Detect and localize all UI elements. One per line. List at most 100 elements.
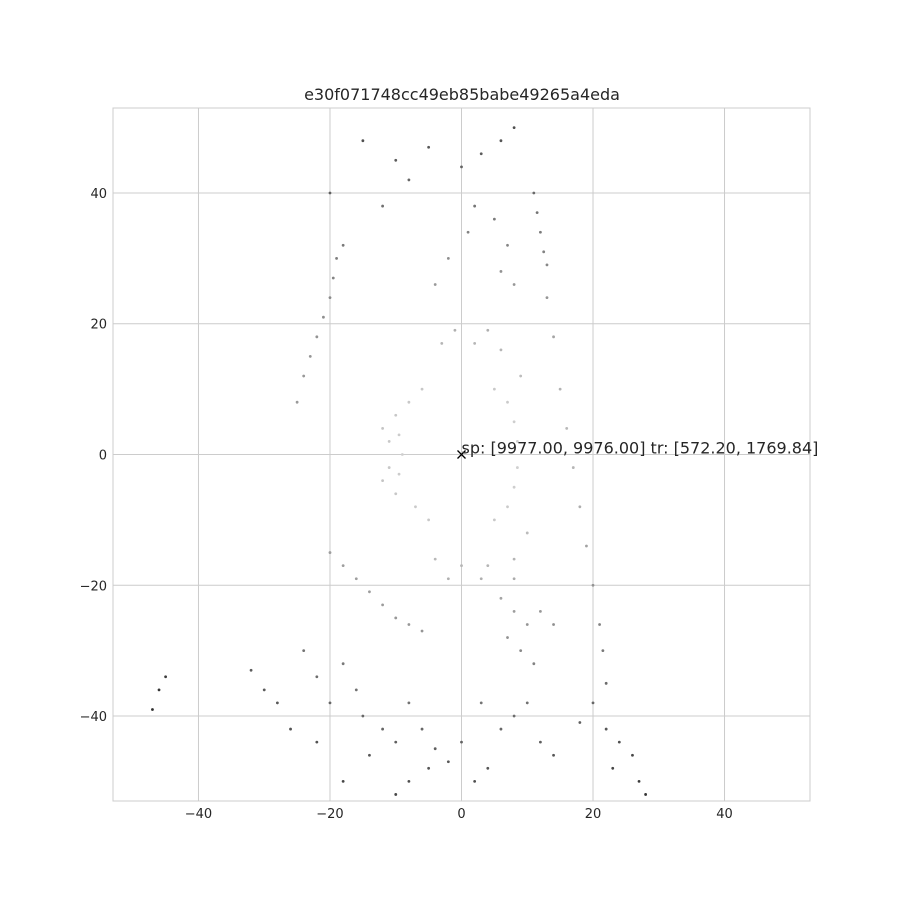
lidar-point xyxy=(394,413,398,417)
lidar-point xyxy=(249,668,253,672)
lidar-point xyxy=(506,505,509,509)
lidar-point xyxy=(394,158,398,162)
lidar-point xyxy=(552,335,555,339)
lidar-point xyxy=(407,779,411,783)
y-axis-ticks: −40 −20 0 20 40 xyxy=(80,187,107,725)
lidar-point xyxy=(420,629,424,633)
lidar-point xyxy=(414,505,417,509)
lidar-point xyxy=(164,675,168,679)
lidar-point xyxy=(519,649,523,653)
x-tick-label: −20 xyxy=(316,807,343,822)
lidar-point xyxy=(512,485,516,489)
lidar-point xyxy=(552,623,555,626)
lidar-point xyxy=(341,779,345,783)
lidar-point xyxy=(341,243,345,247)
y-tick-label: −20 xyxy=(80,579,107,594)
lidar-point xyxy=(631,753,634,757)
y-tick-label: −40 xyxy=(80,710,107,725)
lidar-point xyxy=(598,623,601,626)
lidar-point xyxy=(578,721,582,724)
ego-marker: sp: [9977.00, 9976.00] tr: [572.20, 1769… xyxy=(457,439,818,459)
lidar-point xyxy=(275,701,279,705)
x-tick-label: 40 xyxy=(716,807,733,822)
lidar-point xyxy=(512,557,516,561)
lidar-point xyxy=(473,341,477,345)
lidar-point xyxy=(394,793,398,796)
lidar-point xyxy=(315,675,319,679)
lidar-point xyxy=(565,426,569,430)
lidar-point xyxy=(157,688,161,692)
lidar-point xyxy=(466,230,470,234)
lidar-point xyxy=(387,440,391,443)
lidar-point xyxy=(499,596,503,600)
lidar-point xyxy=(525,531,529,535)
lidar-point xyxy=(552,753,555,757)
lidar-point xyxy=(585,544,588,548)
lidar-point xyxy=(407,623,411,626)
lidar-point xyxy=(328,296,332,299)
lidar-point xyxy=(473,779,477,783)
lidar-point xyxy=(322,315,325,319)
lidar-point xyxy=(394,492,398,496)
lidar-point xyxy=(328,191,332,195)
lidar-point xyxy=(617,740,621,744)
lidar-point xyxy=(368,590,371,594)
lidar-point xyxy=(368,753,371,757)
lidar-point xyxy=(328,701,332,705)
lidar-points xyxy=(151,126,648,796)
chart-title: e30f071748cc49eb85babe49265a4eda xyxy=(304,85,620,104)
y-tick-label: 20 xyxy=(90,318,107,333)
lidar-point xyxy=(381,204,384,208)
lidar-point xyxy=(499,348,503,352)
lidar-point xyxy=(515,440,519,443)
lidar-point xyxy=(446,577,450,581)
lidar-point xyxy=(381,479,384,483)
lidar-point xyxy=(315,335,319,339)
lidar-point xyxy=(512,577,516,581)
lidar-point xyxy=(427,766,431,770)
lidar-point xyxy=(394,616,398,620)
lidar-point xyxy=(433,283,437,286)
lidar-point xyxy=(512,714,516,718)
lidar-point xyxy=(486,564,490,568)
lidar-point xyxy=(532,191,536,195)
lidar-point xyxy=(361,139,365,143)
lidar-point xyxy=(499,270,503,273)
lidar-point xyxy=(354,577,358,581)
lidar-point xyxy=(604,681,608,685)
lidar-point xyxy=(525,701,529,705)
lidar-point xyxy=(453,328,457,332)
lidar-point xyxy=(315,740,319,744)
lidar-point xyxy=(341,662,345,666)
lidar-point xyxy=(558,387,562,391)
lidar-point xyxy=(394,740,398,744)
lidar-point xyxy=(381,727,384,731)
lidar-point xyxy=(433,747,437,751)
lidar-point xyxy=(427,518,431,522)
lidar-point xyxy=(545,296,549,299)
lidar-point xyxy=(440,341,444,345)
lidar-point xyxy=(420,387,424,391)
lidar-point xyxy=(506,243,509,247)
lidar-point xyxy=(407,400,411,404)
lidar-point xyxy=(387,466,391,469)
lidar-point xyxy=(539,740,542,744)
lidar-point xyxy=(302,374,306,378)
lidar-point xyxy=(289,727,292,731)
lidar-point xyxy=(532,662,536,666)
lidar-point xyxy=(446,256,450,260)
x-axis-ticks: −40 −20 0 20 40 xyxy=(185,807,733,822)
lidar-point xyxy=(539,610,542,613)
lidar-point xyxy=(397,472,401,476)
lidar-point xyxy=(331,276,335,280)
lidar-point xyxy=(479,577,483,581)
lidar-point xyxy=(535,211,539,215)
lidar-point xyxy=(578,505,582,509)
lidar-point xyxy=(420,727,424,731)
x-tick-label: −40 xyxy=(185,807,212,822)
lidar-point xyxy=(328,551,332,554)
lidar-point xyxy=(302,649,306,653)
lidar-point xyxy=(460,564,463,568)
lidar-point xyxy=(492,387,496,391)
